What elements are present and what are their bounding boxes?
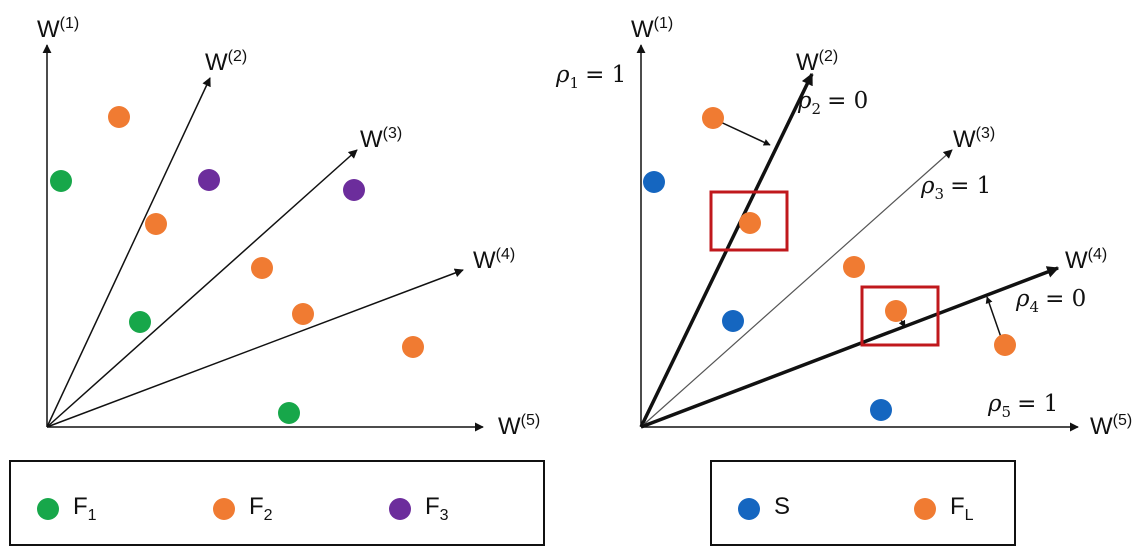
blue-dot-icon [738, 498, 760, 520]
legend-item-fl: FL [914, 493, 974, 525]
rho-label-2: ρ2 = 0 [797, 88, 868, 118]
left-axis-label-w4: W(4) [473, 246, 515, 274]
left-point-f2 [145, 213, 167, 235]
legend-item-f3: F3 [389, 493, 449, 525]
legend-item-s: S [738, 493, 790, 525]
legend-label: F2 [249, 493, 273, 524]
highlight-box [860, 285, 940, 347]
legend-item-f1: F1 [37, 493, 97, 525]
left-point-f2 [292, 303, 314, 325]
right-point-fl [994, 334, 1016, 356]
rho-label-4: ρ4 = 0 [1015, 286, 1086, 316]
left-point-f1 [278, 402, 300, 424]
left-axis-w2 [46, 77, 211, 428]
rho-label-1: ρ1 = 1 [555, 62, 626, 92]
right-axis-label-w3: W(3) [953, 125, 995, 153]
right-point-s [643, 171, 665, 193]
left-axis-label-w1: W(1) [37, 15, 79, 43]
projection-arrow [713, 118, 771, 146]
rho-label-3: ρ3 = 1 [920, 173, 991, 203]
legend-item-f2: F2 [213, 493, 273, 525]
left-point-f3 [198, 169, 220, 191]
highlight-box [709, 190, 789, 252]
orange-dot-icon [213, 498, 235, 520]
right-axis-label-w1: W(1) [631, 15, 673, 43]
right-point-fl [885, 300, 907, 322]
right-axis-label-w2: W(2) [796, 48, 838, 76]
green-dot-icon [37, 498, 59, 520]
left-axis-label-w3: W(3) [360, 125, 402, 153]
orange-dot-icon [914, 498, 936, 520]
right-point-fl [739, 212, 761, 234]
left-axis-w4 [46, 268, 464, 428]
left-panel: W(1) W(2) W(3) W(4) W(5) [37, 15, 540, 440]
left-point-f1 [50, 170, 72, 192]
legend-label: S [774, 493, 791, 520]
left-point-f2 [251, 257, 273, 279]
legend-label: FL [950, 493, 974, 524]
left-point-f1 [129, 311, 151, 333]
legend-label: F3 [425, 493, 449, 524]
rho-label-5: ρ5 = 1 [987, 391, 1058, 421]
left-point-f2 [402, 336, 424, 358]
right-panel: W(1) W(2) W(3) W(4) W(5) ρ1 = 1 ρ2 = 0 ρ3 =… [555, 15, 1132, 440]
right-axis-w4 [640, 266, 1060, 429]
right-point-s [870, 399, 892, 421]
right-point-fl [843, 256, 865, 278]
left-point-f3 [343, 179, 365, 201]
left-axis-label-w5: W(5) [498, 412, 540, 440]
right-legend: S FL [710, 460, 1016, 546]
right-axis-w3 [640, 149, 953, 428]
left-point-f2 [108, 106, 130, 128]
right-point-fl [702, 107, 724, 129]
legend-label: F1 [73, 493, 97, 524]
left-axis-w3 [46, 149, 358, 428]
right-point-s [722, 310, 744, 332]
left-axis-label-w2: W(2) [205, 48, 247, 76]
right-axis-label-w5: W(5) [1090, 412, 1132, 440]
purple-dot-icon [389, 498, 411, 520]
left-legend: F1 F2 F3 [9, 460, 545, 546]
right-axis-label-w4: W(4) [1065, 246, 1107, 274]
